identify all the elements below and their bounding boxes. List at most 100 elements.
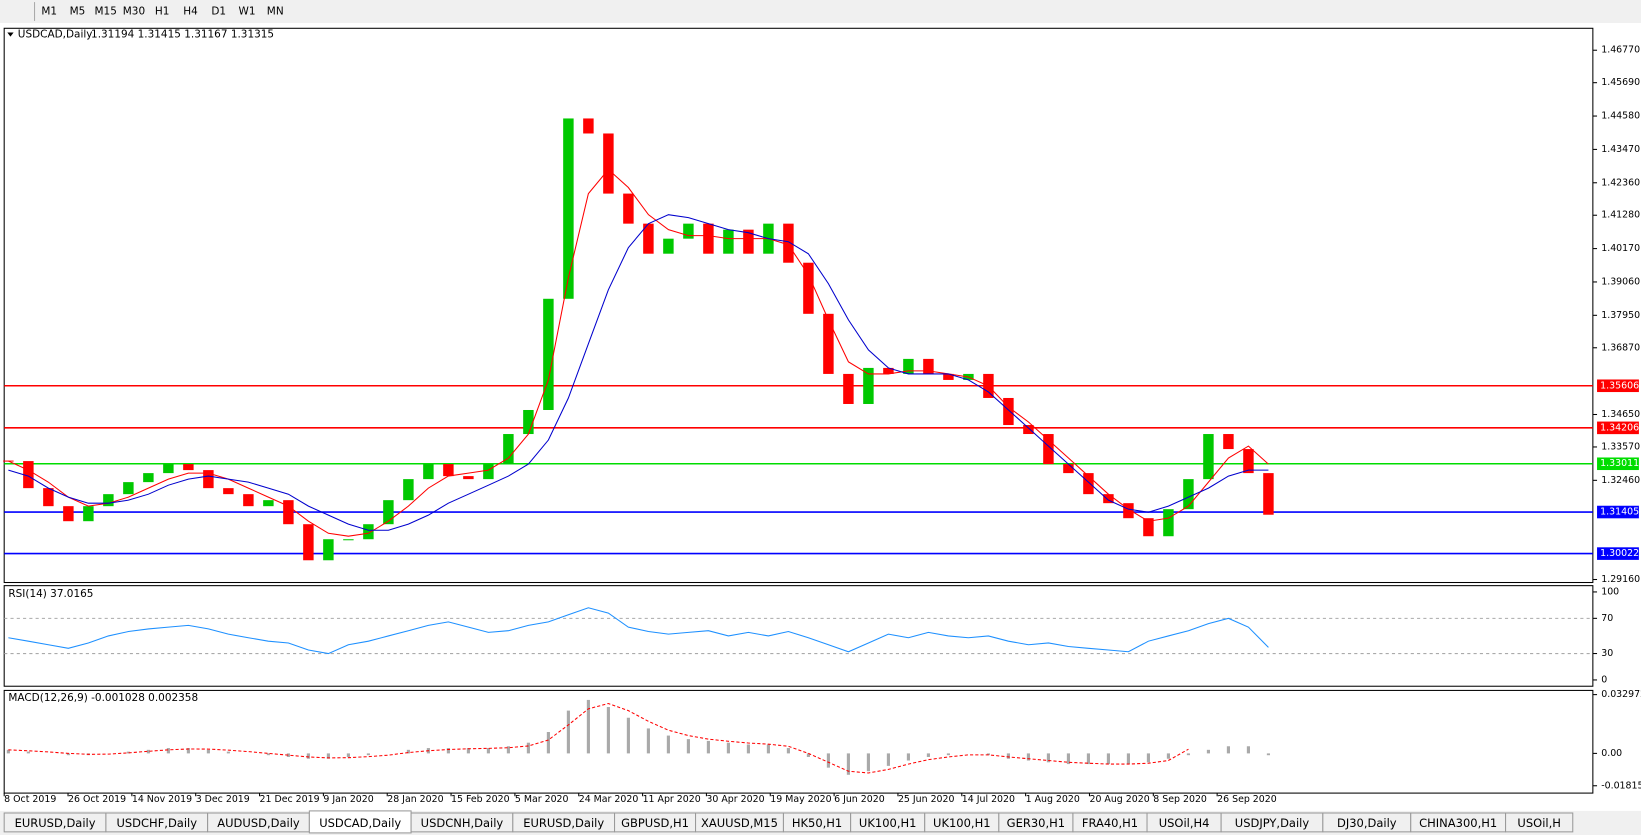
timeframe-button[interactable]: W1	[238, 6, 255, 18]
moving-average	[8, 214, 1269, 531]
timeframe-button[interactable]: MN	[267, 6, 284, 18]
candle	[1063, 464, 1074, 474]
tab-label: EURUSD,Daily	[523, 816, 604, 830]
tab-label: USDCAD,Daily	[319, 816, 401, 830]
candle	[1003, 397, 1014, 426]
timeframe-button[interactable]: H4	[183, 6, 198, 18]
candle	[1183, 479, 1194, 510]
y-tick-label: 1.42360	[1601, 177, 1640, 188]
timeframe-button[interactable]: M15	[95, 6, 117, 18]
x-tick-label: 15 Feb 2020	[451, 794, 510, 805]
candle	[163, 464, 174, 474]
x-tick-label: 21 Dec 2019	[260, 794, 320, 805]
x-tick-label: 14 Nov 2019	[132, 794, 192, 805]
y-tick-label: 1.44580	[1601, 111, 1640, 122]
candle	[903, 358, 914, 374]
y-tick-label: 1.46770	[1601, 45, 1640, 56]
timeframe-button[interactable]: D1	[211, 6, 226, 18]
x-tick-label: 8 Oct 2019	[4, 794, 56, 805]
candle	[383, 500, 394, 525]
tab-label: GBPUSD,H1	[621, 816, 689, 830]
x-tick-label: 9 Jan 2020	[323, 794, 373, 805]
candle	[23, 461, 34, 489]
candle	[203, 470, 214, 489]
candle	[503, 434, 514, 465]
timeframe-button[interactable]: M30	[123, 6, 145, 18]
tab-label: USDJPY,Daily	[1235, 816, 1310, 830]
candle	[883, 367, 894, 374]
y-tick-label: 0	[1601, 674, 1607, 685]
candle	[63, 506, 74, 522]
candle	[583, 118, 594, 134]
candle	[43, 488, 54, 507]
candle	[1163, 509, 1174, 537]
x-tick-label: 20 Aug 2020	[1089, 794, 1149, 805]
y-tick-label: 70	[1601, 613, 1613, 624]
y-tick-label: 1.32460	[1601, 475, 1640, 486]
title-arrow	[7, 32, 14, 37]
tab-label: FRA40,H1	[1082, 816, 1138, 830]
rsi-frame	[3, 585, 1594, 687]
candle	[303, 524, 314, 561]
candle	[1103, 494, 1114, 504]
macd-frame	[3, 689, 1594, 794]
x-tick-label: 1 Aug 2020	[1026, 794, 1080, 805]
rsi-line	[8, 607, 1269, 655]
candle	[243, 494, 254, 507]
panel-title: RSI(14) 37.0165	[8, 588, 93, 600]
main-frame	[3, 27, 1594, 584]
candle	[923, 358, 934, 374]
y-tick-label: 1.39060	[1601, 276, 1640, 287]
candle	[263, 500, 274, 507]
candle	[603, 133, 614, 194]
y-tick-label: 1.40170	[1601, 243, 1640, 254]
candle	[743, 229, 754, 254]
panel-title: MACD(12,26,9) -0.001028 0.002358	[8, 692, 198, 704]
timeframe-button[interactable]: M1	[41, 6, 57, 18]
candle	[1263, 473, 1274, 515]
x-tick-label: 5 Mar 2020	[515, 794, 569, 805]
candle	[1203, 434, 1214, 480]
x-tick-label: 14 Jul 2020	[962, 794, 1015, 805]
level-tag	[1597, 379, 1639, 393]
x-tick-label: 25 Jun 2020	[898, 794, 955, 805]
candle	[343, 539, 354, 541]
level-label: 1.31405	[1600, 507, 1639, 518]
level-label: 1.30022	[1600, 548, 1639, 559]
y-tick-label: 1.45690	[1601, 77, 1640, 88]
tab[interactable]	[1505, 812, 1574, 833]
tab-label: HK50,H1	[792, 816, 842, 830]
tab-label: EURUSD,Daily	[15, 816, 96, 830]
candle	[183, 464, 194, 471]
tab-label: DJ30,Daily	[1337, 816, 1397, 830]
tab-label: AUDUSD,Daily	[217, 816, 300, 830]
y-tick-label: 1.29160	[1601, 574, 1640, 585]
candle	[483, 464, 494, 480]
timeframe-button[interactable]: M5	[70, 6, 86, 18]
timeframe-button[interactable]: H1	[155, 6, 170, 18]
candle	[1043, 434, 1054, 465]
candle	[223, 488, 234, 495]
candle	[403, 479, 414, 501]
y-tick-label: -0.018154	[1601, 780, 1641, 791]
y-tick-label: 0.032972	[1601, 689, 1641, 700]
candle	[1123, 503, 1134, 519]
y-tick-label: 1.33570	[1601, 441, 1640, 452]
x-tick-label: 8 Sep 2020	[1153, 794, 1207, 805]
chart-ohlc: 1.31194 1.31415 1.31167 1.31315	[91, 29, 274, 41]
candle	[1223, 434, 1234, 450]
candle	[803, 262, 814, 314]
tab-label: CHINA300,H1	[1419, 816, 1497, 830]
candle	[663, 238, 674, 254]
candle	[443, 464, 454, 477]
y-tick-label: 1.37950	[1601, 310, 1640, 321]
x-tick-label: 24 Mar 2020	[579, 794, 639, 805]
candle	[1083, 473, 1094, 495]
candle	[463, 476, 474, 480]
candle	[423, 464, 434, 480]
candle	[943, 373, 954, 380]
candle	[123, 482, 134, 495]
candle	[83, 506, 94, 522]
moving-average	[8, 168, 1269, 537]
tab-label: XAUUSD,M15	[701, 816, 778, 830]
